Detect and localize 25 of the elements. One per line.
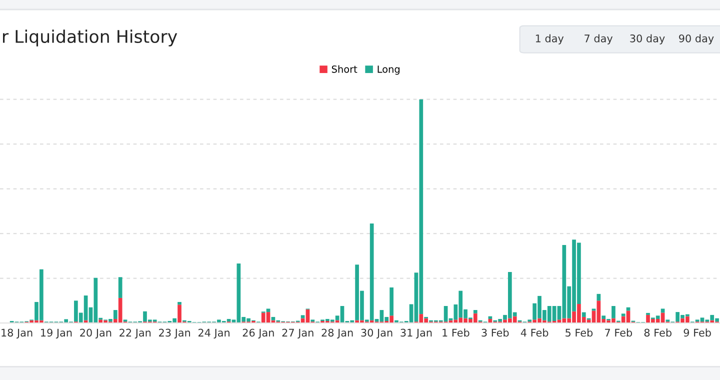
x-tick-label: 1 Feb [442, 328, 470, 337]
x-tick-label: 8 Feb [644, 328, 672, 337]
x-tick-label: 28 Jan [322, 328, 353, 339]
x-tick-label: 3 Feb [482, 328, 509, 337]
x-tick-label: 4 Feb [520, 328, 548, 337]
x-tick-label: 5 Feb [566, 328, 593, 337]
x-tick-label: 19 Jan [41, 328, 72, 339]
x-tick-label: 9 Feb [684, 328, 711, 337]
x-tick-label: 22 Jan [120, 328, 151, 339]
x-tick-label: 23 Jan [159, 328, 190, 339]
x-tick-label: 30 Jan [361, 328, 392, 339]
text: 30 day [630, 34, 665, 44]
x-tick-label: 18 Jan [2, 328, 32, 339]
text: 7 day [584, 34, 613, 44]
legend-label: Short [332, 65, 358, 73]
x-tick-label: 31 Jan [400, 328, 432, 339]
text: 1 day [536, 34, 564, 44]
x-tick-label: 27 Jan [282, 328, 314, 339]
x-tick-label: 24 Jan [198, 328, 230, 339]
chart-title: r Liquidation History [3, 30, 178, 46]
x-tick-label: 26 Jan [242, 328, 274, 339]
legend-label: Long [378, 66, 400, 75]
text: 90 day [679, 34, 714, 44]
x-tick-label: 20 Jan [80, 328, 112, 339]
x-tick-label: 7 Feb [605, 328, 632, 337]
